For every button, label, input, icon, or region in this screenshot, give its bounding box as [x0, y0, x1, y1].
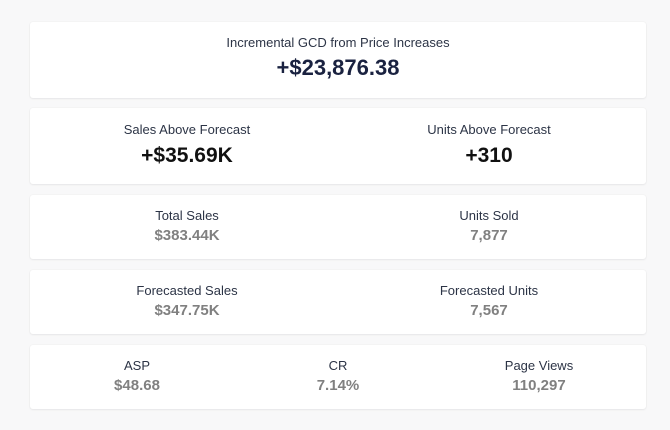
units-above-forecast-label: Units Above Forecast	[427, 122, 551, 137]
cr-metric: CR 7.14%	[268, 358, 408, 395]
forecasted-sales-metric: Forecasted Sales $347.75K	[87, 283, 287, 320]
units-sold-value: 7,877	[470, 227, 508, 244]
forecasted-units-metric: Forecasted Units 7,567	[389, 283, 589, 320]
units-above-forecast-value: +310	[465, 144, 513, 167]
asp-metric: ASP $48.68	[67, 358, 207, 395]
gcd-card: Incremental GCD from Price Increases +$2…	[30, 22, 646, 98]
sales-above-forecast-metric: Sales Above Forecast +$35.69K	[87, 122, 287, 168]
actuals-card: Total Sales $383.44K Units Sold 7,877	[30, 195, 646, 259]
units-sold-label: Units Sold	[459, 208, 519, 223]
forecasted-units-label: Forecasted Units	[439, 283, 539, 298]
units-above-forecast-metric: Units Above Forecast +310	[389, 122, 589, 168]
total-sales-label: Total Sales	[155, 208, 219, 223]
page-views-value: 110,297	[512, 377, 566, 394]
units-sold-metric: Units Sold 7,877	[389, 208, 589, 245]
asp-label: ASP	[123, 358, 150, 373]
gcd-label: Incremental GCD from Price Increases	[226, 35, 450, 50]
sales-above-forecast-label: Sales Above Forecast	[123, 122, 251, 137]
cr-value: 7.14%	[316, 377, 360, 394]
sales-above-forecast-value: +$35.69K	[141, 144, 233, 167]
total-sales-value: $383.44K	[154, 227, 220, 244]
total-sales-metric: Total Sales $383.44K	[87, 208, 287, 245]
forecasted-units-value: 7,567	[470, 302, 508, 319]
cr-label: CR	[328, 358, 348, 373]
page-views-label: Page Views	[504, 358, 574, 373]
asp-value: $48.68	[114, 377, 160, 394]
forecasted-sales-value: $347.75K	[154, 302, 220, 319]
forecasted-sales-label: Forecasted Sales	[136, 283, 238, 298]
gcd-metric: Incremental GCD from Price Increases +$2…	[30, 35, 646, 81]
gcd-value: +$23,876.38	[276, 55, 400, 80]
page-views-metric: Page Views 110,297	[469, 358, 609, 395]
kpi-card: ASP $48.68 CR 7.14% Page Views 110,297	[30, 345, 646, 409]
above-forecast-card: Sales Above Forecast +$35.69K Units Abov…	[30, 108, 646, 184]
forecast-card: Forecasted Sales $347.75K Forecasted Uni…	[30, 270, 646, 334]
